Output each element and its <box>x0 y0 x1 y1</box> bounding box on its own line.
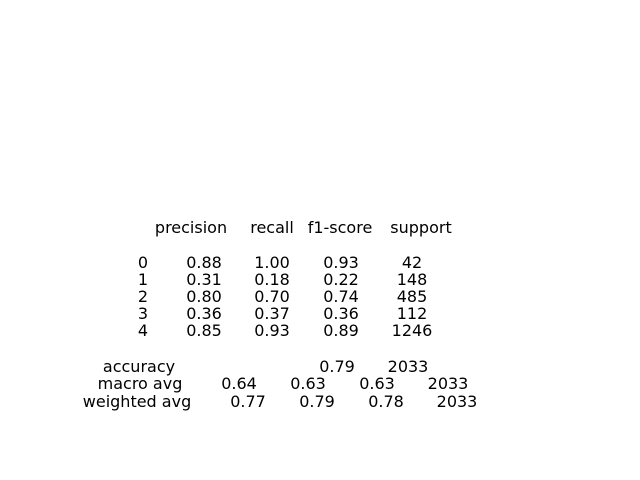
f1-value: 0.22 <box>323 270 359 289</box>
header-f1-score: f1-score <box>307 218 373 237</box>
accuracy-row: accuracy 0.79 2033 <box>0 357 640 377</box>
support-value: 42 <box>401 253 423 272</box>
support-value: 1246 <box>391 321 433 340</box>
macro-avg-precision-value: 0.64 <box>221 374 257 393</box>
support-value: 112 <box>396 304 428 323</box>
f1-value: 0.89 <box>323 321 359 340</box>
precision-value: 0.36 <box>186 304 222 323</box>
precision-value: 0.85 <box>186 321 222 340</box>
recall-value: 0.70 <box>254 287 290 306</box>
header-recall: recall <box>250 218 294 237</box>
accuracy-support-value: 2033 <box>387 357 429 376</box>
f1-value: 0.36 <box>323 304 359 323</box>
class-row: 4 0.85 0.93 0.89 1246 <box>0 321 640 341</box>
weighted-avg-precision-value: 0.77 <box>230 392 266 411</box>
precision-value: 0.88 <box>186 253 222 272</box>
accuracy-label: accuracy <box>102 357 176 376</box>
accuracy-f1-value: 0.79 <box>319 357 355 376</box>
class-row: 3 0.36 0.37 0.36 112 <box>0 304 640 324</box>
class-label: 4 <box>137 321 149 340</box>
recall-value: 0.93 <box>254 321 290 340</box>
class-row: 1 0.31 0.18 0.22 148 <box>0 270 640 290</box>
macro-avg-recall-value: 0.63 <box>290 374 326 393</box>
f1-value: 0.74 <box>323 287 359 306</box>
support-value: 485 <box>396 287 428 306</box>
support-value: 148 <box>396 270 428 289</box>
weighted-avg-recall-value: 0.79 <box>299 392 335 411</box>
header-precision: precision <box>154 218 228 237</box>
recall-value: 1.00 <box>254 253 290 272</box>
weighted-avg-support-value: 2033 <box>436 392 478 411</box>
precision-value: 0.80 <box>186 287 222 306</box>
macro-avg-label: macro avg <box>97 374 183 393</box>
macro-avg-f1-value: 0.63 <box>359 374 395 393</box>
recall-value: 0.18 <box>254 270 290 289</box>
class-label: 3 <box>137 304 149 323</box>
class-label: 0 <box>137 253 149 272</box>
class-row: 2 0.80 0.70 0.74 485 <box>0 287 640 307</box>
class-label: 2 <box>137 287 149 306</box>
class-row: 0 0.88 1.00 0.93 42 <box>0 253 640 273</box>
f1-value: 0.93 <box>323 253 359 272</box>
weighted-avg-row: weighted avg 0.77 0.79 0.78 2033 <box>0 392 640 412</box>
class-label: 1 <box>137 270 149 289</box>
header-row: precision recall f1-score support <box>0 218 640 238</box>
weighted-avg-f1-value: 0.78 <box>368 392 404 411</box>
recall-value: 0.37 <box>254 304 290 323</box>
weighted-avg-label: weighted avg <box>82 392 192 411</box>
macro-avg-support-value: 2033 <box>427 374 469 393</box>
precision-value: 0.31 <box>186 270 222 289</box>
header-support: support <box>390 218 452 237</box>
macro-avg-row: macro avg 0.64 0.63 0.63 2033 <box>0 374 640 394</box>
